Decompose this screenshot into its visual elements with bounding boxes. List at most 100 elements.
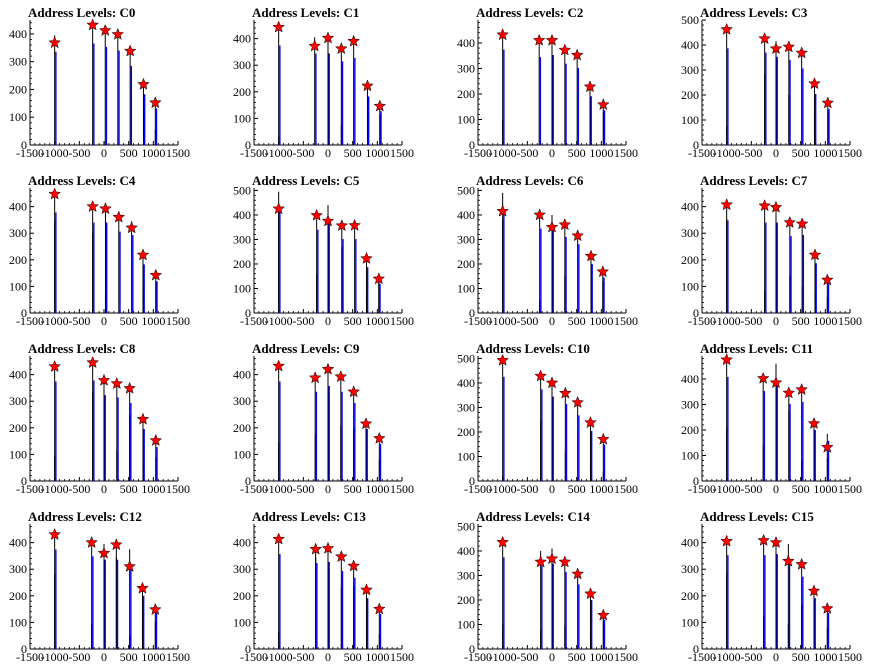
peak-marker bbox=[756, 371, 770, 384]
y-tick-label: 100 bbox=[9, 279, 27, 293]
chart-title: Address Levels: C12 bbox=[28, 509, 142, 524]
x-tick-label: 0 bbox=[549, 482, 555, 496]
peak-marker bbox=[308, 39, 322, 52]
x-tick-label: 1500 bbox=[614, 650, 638, 664]
x-tick-label: 1500 bbox=[166, 314, 190, 328]
y-tick-label: 200 bbox=[457, 87, 475, 101]
peak-marker bbox=[360, 251, 373, 264]
x-tick-label: 1000 bbox=[813, 650, 837, 664]
x-tick-label: 0 bbox=[325, 482, 331, 496]
x-tick-label: 1500 bbox=[390, 146, 414, 160]
y-tick-label: 0 bbox=[245, 306, 251, 320]
peak-marker bbox=[123, 44, 137, 57]
y-tick-label: 200 bbox=[233, 257, 251, 271]
y-tick-label: 0 bbox=[693, 306, 699, 320]
x-tick-label: 1000 bbox=[813, 146, 837, 160]
x-tick-label: 0 bbox=[101, 314, 107, 328]
chart-panel: Address Levels: C14 0 100 200 300 400 500 -1500… bbox=[448, 504, 672, 672]
x-tick-label: -500 bbox=[516, 314, 538, 328]
peak-marker bbox=[360, 583, 373, 596]
y-tick-label: 100 bbox=[233, 615, 251, 629]
peak-marker bbox=[558, 218, 572, 231]
y-tick-label: 300 bbox=[233, 232, 251, 246]
y-tick-label: 200 bbox=[9, 421, 27, 435]
peak-marker bbox=[720, 22, 734, 35]
y-tick-label: 100 bbox=[681, 279, 699, 293]
peak-marker bbox=[359, 417, 373, 430]
chart-panel: Address Levels: C10 0 100 200 300 400 500 -1500… bbox=[448, 336, 672, 504]
chart-title: Address Levels: C2 bbox=[476, 5, 583, 20]
peak-marker bbox=[97, 546, 111, 559]
x-tick-label: -1500 bbox=[688, 650, 716, 664]
x-tick-label: 500 bbox=[120, 650, 138, 664]
peak-marker bbox=[136, 412, 150, 425]
x-tick-label: 1000 bbox=[589, 650, 613, 664]
peak-marker bbox=[99, 202, 112, 215]
peak-marker bbox=[496, 204, 510, 217]
x-tick-label: 1500 bbox=[166, 482, 190, 496]
y-tick-label: 200 bbox=[233, 85, 251, 99]
x-tick-label: 500 bbox=[792, 314, 810, 328]
peak-marker bbox=[372, 602, 386, 615]
peak-marker bbox=[136, 248, 150, 261]
peak-marker bbox=[534, 369, 548, 382]
chart-title: Address Levels: C9 bbox=[252, 341, 360, 356]
x-tick-label: -1000 bbox=[41, 650, 69, 664]
peak-marker bbox=[48, 359, 62, 373]
x-tick-label: 500 bbox=[344, 482, 362, 496]
x-tick-label: -1000 bbox=[489, 146, 517, 160]
peak-marker bbox=[334, 550, 348, 563]
x-tick-label: 500 bbox=[792, 146, 810, 160]
y-tick-label: 100 bbox=[681, 615, 699, 629]
peak-marker bbox=[795, 382, 809, 396]
y-tick-label: 100 bbox=[457, 617, 475, 631]
peak-marker bbox=[347, 385, 361, 398]
peak-marker bbox=[86, 199, 100, 213]
x-tick-label: -1000 bbox=[265, 482, 293, 496]
x-tick-label: 1000 bbox=[365, 146, 389, 160]
peak-marker bbox=[496, 353, 510, 366]
x-tick-label: -1000 bbox=[713, 482, 741, 496]
x-tick-label: 0 bbox=[773, 650, 779, 664]
y-tick-label: 300 bbox=[681, 63, 699, 77]
y-tick-label: 200 bbox=[9, 82, 27, 96]
peak-marker bbox=[558, 43, 572, 56]
y-tick-label: 200 bbox=[457, 593, 475, 607]
y-tick-label: 200 bbox=[681, 253, 699, 267]
peak-marker bbox=[571, 567, 585, 580]
peak-marker bbox=[782, 40, 796, 53]
y-tick-label: 300 bbox=[9, 394, 27, 408]
x-tick-label: -1500 bbox=[240, 650, 268, 664]
y-tick-label: 500 bbox=[233, 183, 251, 197]
x-tick-label: 500 bbox=[568, 314, 586, 328]
x-tick-label: -1000 bbox=[713, 650, 741, 664]
peak-marker bbox=[348, 218, 362, 231]
y-tick-label: 400 bbox=[233, 368, 251, 382]
chart-title: Address Levels: C14 bbox=[476, 509, 590, 524]
peak-marker bbox=[361, 79, 374, 92]
y-tick-label: 0 bbox=[469, 474, 475, 488]
chart-svg: Address Levels: C1 0 100 200 300 400 -1500-100… bbox=[233, 5, 414, 160]
y-tick-label: 100 bbox=[457, 112, 475, 126]
x-tick-label: -500 bbox=[292, 146, 314, 160]
peak-marker bbox=[808, 248, 822, 261]
x-tick-label: 0 bbox=[101, 146, 107, 160]
peak-marker bbox=[321, 541, 335, 554]
x-tick-label: -1500 bbox=[464, 650, 492, 664]
x-tick-label: -1500 bbox=[240, 146, 268, 160]
x-tick-label: -1000 bbox=[713, 314, 741, 328]
peak-marker bbox=[334, 370, 348, 383]
x-tick-label: 500 bbox=[344, 146, 362, 160]
x-tick-label: 1000 bbox=[589, 482, 613, 496]
y-tick-label: 0 bbox=[21, 474, 27, 488]
y-tick-label: 0 bbox=[693, 474, 699, 488]
y-tick-label: 300 bbox=[457, 61, 475, 75]
x-tick-label: 1500 bbox=[166, 146, 190, 160]
y-tick-label: 200 bbox=[681, 423, 699, 437]
x-tick-label: 1000 bbox=[813, 314, 837, 328]
peak-marker bbox=[545, 552, 559, 565]
x-tick-label: -500 bbox=[740, 650, 762, 664]
peak-marker bbox=[110, 376, 124, 390]
x-tick-label: 500 bbox=[120, 314, 138, 328]
y-tick-label: 500 bbox=[457, 351, 475, 365]
